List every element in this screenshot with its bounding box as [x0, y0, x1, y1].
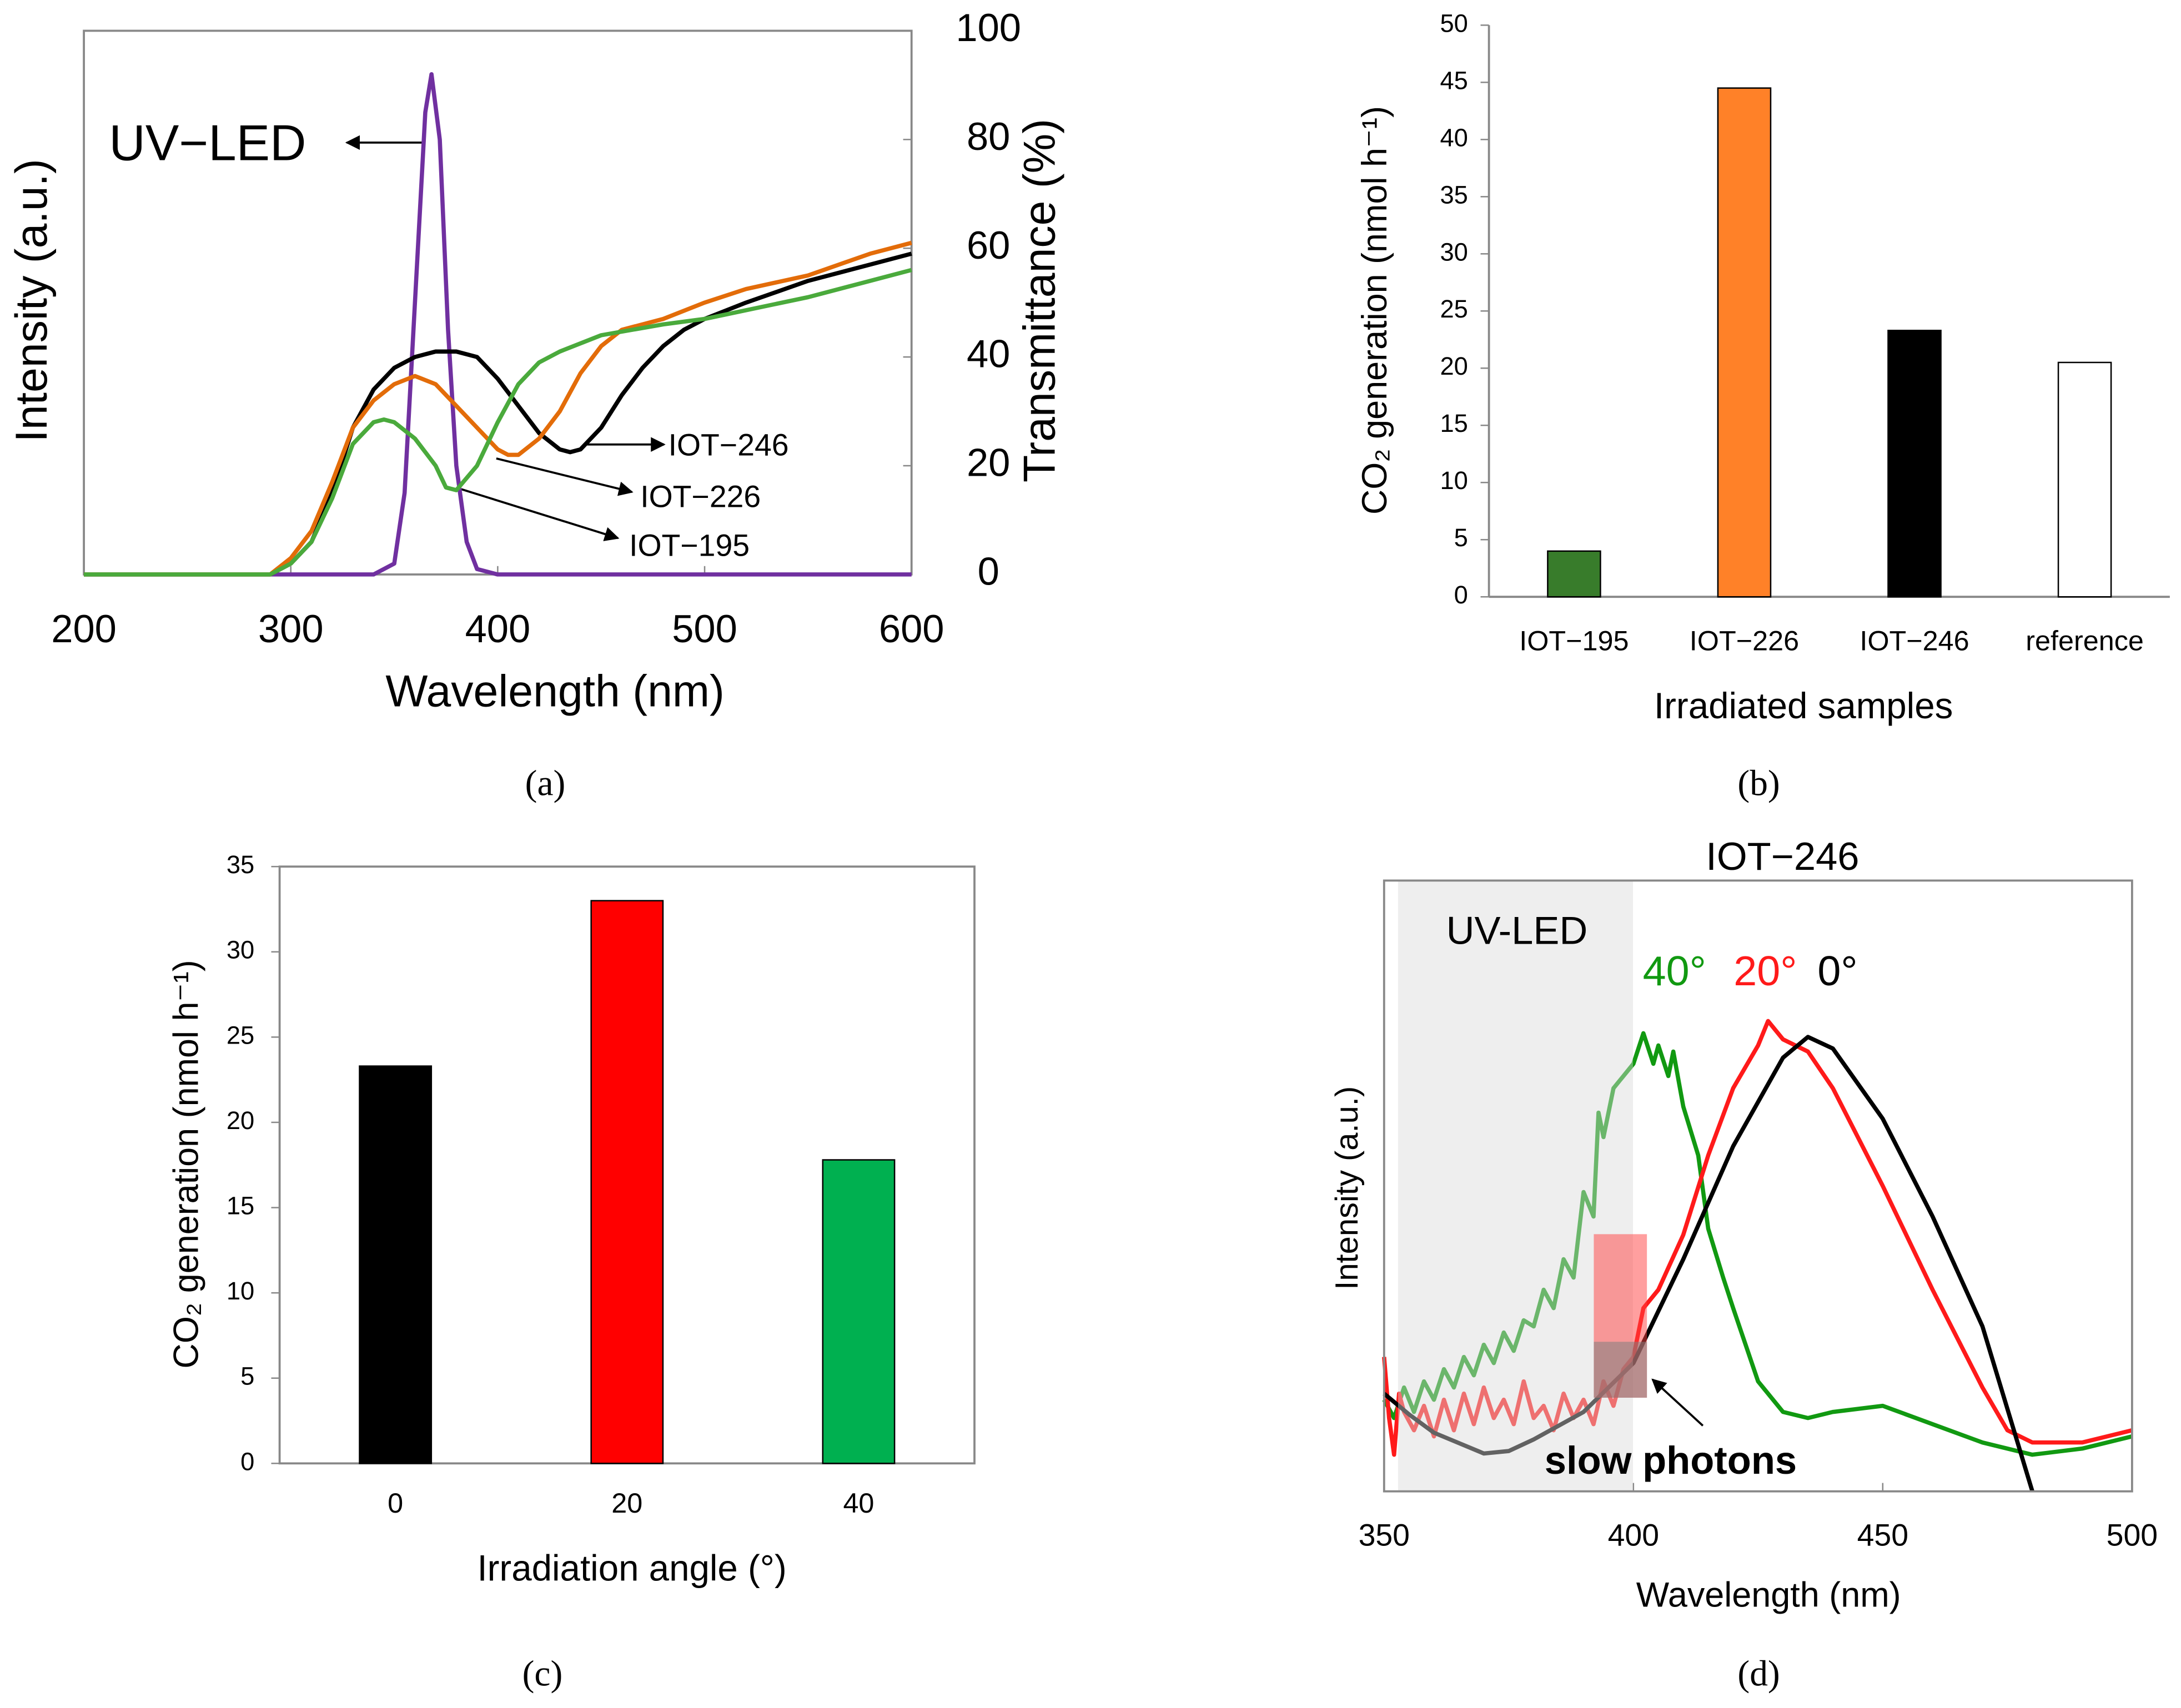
- bar: [822, 1159, 896, 1464]
- x-tick-label: 500: [2107, 1518, 2158, 1552]
- bar: [2057, 361, 2112, 598]
- x-tick-label: 400: [1608, 1518, 1659, 1552]
- arrow: [461, 488, 620, 541]
- y-tick-label: 35: [227, 850, 254, 879]
- y-tick-label: 15: [227, 1192, 254, 1220]
- panel-label: (a): [525, 764, 566, 804]
- annotation: UV-LED: [1446, 909, 1588, 953]
- bar: [1887, 330, 1942, 598]
- x-tick-label: 600: [879, 607, 944, 651]
- y-tick-label: 10: [227, 1277, 254, 1305]
- x-tick-label: 300: [258, 607, 324, 651]
- x-axis-label: Irradiation angle (°): [477, 1548, 786, 1589]
- x-tick-label: reference: [2026, 625, 2144, 657]
- y-tick-label: 0: [240, 1447, 254, 1475]
- chart-title: IOT−246: [1706, 834, 1859, 878]
- y2-axis-label: Transmittance (%): [1015, 119, 1065, 482]
- legend-entry: 40°: [1643, 948, 1706, 995]
- uv-led-region: [1398, 880, 1633, 1492]
- y-axis-label: Intensity (a.u.): [1329, 1086, 1365, 1290]
- y-tick-label: 20: [1440, 352, 1468, 380]
- y-tick-label: 30: [1440, 238, 1468, 266]
- x-tick-label: 20: [611, 1487, 642, 1519]
- y-tick-label: 25: [1440, 295, 1468, 323]
- y2-tick-label: 20: [967, 441, 1010, 485]
- x-tick-label: 500: [672, 607, 737, 651]
- legend-entry: 20°: [1733, 948, 1797, 995]
- panel-label: (b): [1737, 764, 1780, 804]
- y-tick-label: 45: [1440, 66, 1468, 94]
- bar: [1717, 87, 1772, 598]
- y-tick-label: 15: [1440, 409, 1468, 437]
- panel-label: (d): [1737, 1654, 1780, 1694]
- bar: [359, 1065, 433, 1464]
- x-tick-label: 450: [1857, 1518, 1908, 1552]
- x-axis-label: Wavelength (nm): [1636, 1576, 1901, 1615]
- series-line: [1382, 1031, 2133, 1457]
- y-tick-label: 25: [227, 1021, 254, 1049]
- bar: [590, 900, 664, 1464]
- panel-label: (c): [522, 1654, 563, 1694]
- y-tick-label: 5: [1454, 523, 1468, 552]
- y2-tick-label: 0: [978, 550, 999, 593]
- series-label: IOT−246: [669, 427, 789, 462]
- series-label: IOT−195: [629, 528, 750, 563]
- x-axis-label: Irradiated samples: [1654, 686, 1953, 726]
- y-tick-label: 10: [1440, 466, 1468, 495]
- y-axis-label: CO₂ generation (nmol h⁻¹): [167, 960, 206, 1368]
- y-axis-label: CO₂ generation (nmol h⁻¹): [1355, 106, 1394, 515]
- legend-entry: 0°: [1817, 948, 1857, 995]
- y-tick-label: 40: [1440, 123, 1468, 152]
- y-tick-label: 5: [240, 1362, 254, 1390]
- x-axis-label: Wavelength (nm): [385, 667, 724, 717]
- annotation: slow photons: [1545, 1438, 1797, 1482]
- y-axis-label: Intensity (a.u.): [7, 159, 57, 442]
- series-label: UV−LED: [109, 115, 306, 171]
- series-line: [1382, 1019, 2133, 1457]
- y2-tick-label: 40: [967, 332, 1010, 376]
- highlight: [1594, 1342, 1647, 1398]
- arrow: [1651, 1378, 1704, 1427]
- x-tick-label: 0: [388, 1487, 403, 1519]
- series-line: [84, 240, 912, 577]
- y-tick-label: 50: [1440, 9, 1468, 37]
- series-line: [84, 72, 912, 577]
- arrow: [496, 457, 634, 496]
- series-label: IOT−226: [640, 480, 761, 514]
- y-tick-label: 30: [227, 936, 254, 964]
- x-tick-label: 400: [465, 607, 531, 651]
- x-tick-label: IOT−195: [1519, 625, 1629, 657]
- bar: [1547, 550, 1601, 598]
- y-tick-label: 20: [227, 1106, 254, 1135]
- y2-tick-label: 80: [967, 114, 1010, 158]
- y2-tick-label: 60: [967, 223, 1010, 267]
- x-tick-label: IOT−226: [1690, 625, 1799, 657]
- y-tick-label: 35: [1440, 180, 1468, 209]
- plot-frame: [1383, 879, 2133, 1493]
- x-tick-label: IOT−246: [1860, 625, 1969, 657]
- y-tick-label: 0: [1454, 581, 1468, 609]
- y2-tick-label: 100: [956, 6, 1021, 49]
- x-tick-label: 200: [51, 607, 117, 651]
- x-tick-label: 40: [843, 1487, 874, 1519]
- series-line: [1383, 1035, 2034, 1492]
- series-line: [84, 268, 912, 577]
- x-tick-label: 350: [1359, 1518, 1410, 1552]
